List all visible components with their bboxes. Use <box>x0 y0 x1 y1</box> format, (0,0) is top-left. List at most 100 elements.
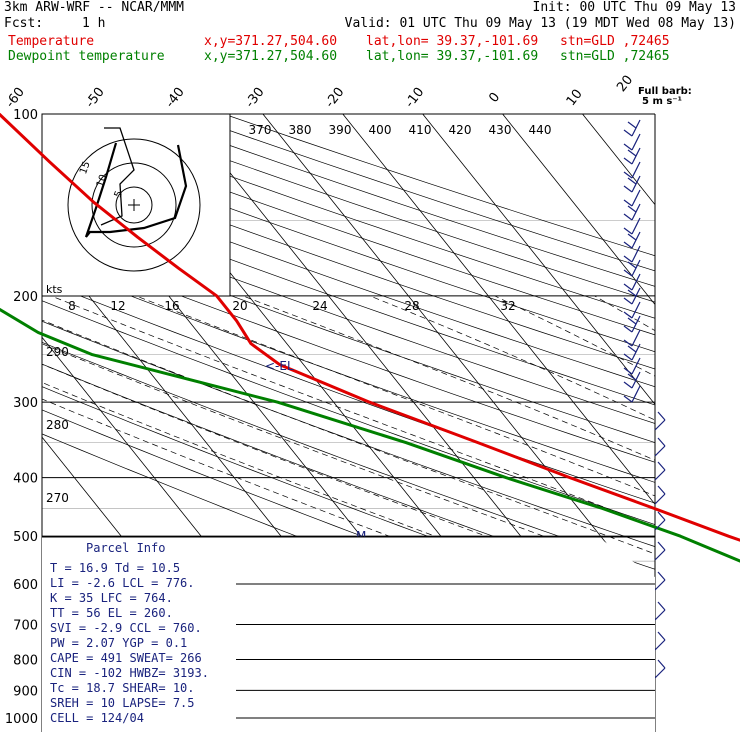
wind-barbs-header: Full barb: <box>638 86 692 97</box>
isotherm--120 <box>0 114 38 732</box>
wind-barb <box>623 217 641 235</box>
pressure-label-400: 400 <box>13 472 38 487</box>
model-title: 3km ARW-WRF -- NCAR/MMM <box>4 0 185 15</box>
dry-adiabat-370 <box>42 188 655 406</box>
init-time: Init: 00 UTC Thu 09 May 13 <box>532 0 737 15</box>
isotherm-0 <box>502 114 655 306</box>
annotation-el: <-EL <box>265 359 294 373</box>
pressure-label-1000: 1000 <box>5 712 38 727</box>
temperature-latlon: lat,lon= 39.37,-101.69 <box>366 34 539 49</box>
dry-adiabat-390 <box>42 155 655 370</box>
isotherm-label-20: 20 <box>614 73 636 95</box>
wind-speed-label-12: 12 <box>110 299 125 313</box>
dry-adiabat-340 <box>42 242 655 463</box>
wind-barb-lower <box>654 437 666 457</box>
wind-speed-label-16: 16 <box>164 299 179 313</box>
parcel-info-row: T = 16.9 Td = 10.5 <box>50 561 180 575</box>
temperature-legend: Temperature <box>8 34 95 49</box>
isotherm-label--60: -60 <box>3 85 28 111</box>
pressure-label-100: 100 <box>13 108 38 123</box>
hodo-ring-2 <box>91 162 177 248</box>
wind-barbs-unit: 5 m s⁻¹ <box>642 96 682 107</box>
theta-side-label-280: 280 <box>46 418 69 432</box>
hodo-ring-3 <box>67 138 201 272</box>
moist-adiabat-25 <box>242 295 655 461</box>
pressure-label-300: 300 <box>13 396 38 411</box>
wind-barb <box>623 343 641 361</box>
dry-adiabat-300 <box>42 320 655 548</box>
temperature-station: stn=GLD ,72465 <box>560 34 670 49</box>
dry-adiabat-290 <box>42 341 655 570</box>
dewpoint-legend: Dewpoint temperature <box>8 49 165 64</box>
temperature-trace <box>0 112 740 542</box>
wind-barb-lower <box>654 631 666 651</box>
wind-speed-label-32: 32 <box>500 299 515 313</box>
dry-adiabat-360 <box>42 206 655 424</box>
theta-label-370: 370 <box>249 123 272 137</box>
wind-barb <box>623 147 641 165</box>
isotherm-label--20: -20 <box>323 85 348 111</box>
dry-adiabat-380 <box>42 171 655 388</box>
parcel-box-bg <box>42 537 655 732</box>
theta-label-410: 410 <box>409 123 432 137</box>
parcel-info-row: SVI = -2.9 CCL = 760. <box>50 621 202 635</box>
parcel-info-box: Parcel Info T = 16.9 Td = 10.5LI = -2.6 L… <box>42 536 655 732</box>
wind-barb <box>623 273 641 291</box>
parcel-info-row: CAPE = 491 SWEAT= 266 <box>50 651 202 665</box>
wind-barb <box>623 175 641 193</box>
pressure-label-700: 700 <box>13 618 38 633</box>
isotherm-20 <box>662 114 740 732</box>
wind-barbs: Full barb:5 m s⁻¹ <box>623 86 692 679</box>
wind-speed-label-28: 28 <box>404 299 419 313</box>
parcel-info-row: CELL = 124/04 <box>50 711 144 725</box>
wind-barb <box>623 329 641 347</box>
forecast-label: Fcst: <box>4 16 44 31</box>
parcel-info-row: TT = 56 EL = 260. <box>50 606 173 620</box>
hodo-ring-label-5: 5 <box>113 189 126 199</box>
parcel-info-row: CIN = -102 HWBZ= 3193. <box>50 666 209 680</box>
wind-barb-lower <box>654 601 666 621</box>
isotherm--10 <box>422 114 655 406</box>
wind-barb-lower <box>654 511 666 531</box>
parcel-info-row: SREH = 10 LAPSE= 7.5 <box>50 696 195 710</box>
wind-barb-lower <box>654 659 666 679</box>
theta-label-430: 430 <box>489 123 512 137</box>
hodo-trace-main <box>84 142 188 238</box>
wind-barb-lower <box>654 485 666 505</box>
isotherm-label--40: -40 <box>163 85 188 111</box>
wind-barb <box>623 287 641 305</box>
forecast-hour: 1 h <box>82 16 106 31</box>
parcel-info-row: PW = 2.07 YGP = 0.1 <box>50 636 187 650</box>
theta-label-380: 380 <box>289 123 312 137</box>
wind-barb <box>623 203 641 221</box>
isotherm--20 <box>342 114 655 505</box>
wind-barb <box>623 385 641 403</box>
wind-barb <box>623 259 641 277</box>
wind-speed-label-20: 20 <box>232 299 247 313</box>
theta-label-400: 400 <box>369 123 392 137</box>
dry-adiabat-350 <box>42 224 655 444</box>
hodo-ring-label-15: 15 <box>78 160 93 176</box>
dry-adiabat-320 <box>42 280 655 504</box>
pressure-label-600: 600 <box>13 578 38 593</box>
wind-barb <box>623 245 641 263</box>
pressure-label-800: 800 <box>13 653 38 668</box>
theta-label-420: 420 <box>449 123 472 137</box>
wind-barb <box>623 231 641 249</box>
pressure-label-900: 900 <box>13 684 38 699</box>
sounding-traces <box>0 112 740 563</box>
wind-barb <box>623 119 641 137</box>
theta-side-label-270: 270 <box>46 491 69 505</box>
wind-barb <box>623 189 641 207</box>
wind-barb-lower <box>654 571 666 591</box>
wind-speed-label-8: 8 <box>68 299 76 313</box>
wind-barb <box>623 315 641 333</box>
wind-speed-label-24: 24 <box>312 299 327 313</box>
temperature-xy: x,y=371.27,504.60 <box>204 34 338 49</box>
pressure-label-200: 200 <box>13 290 38 305</box>
wind-barb <box>623 357 641 375</box>
dewpoint-trace <box>0 307 740 563</box>
moist-adiabat-10 <box>42 319 655 555</box>
